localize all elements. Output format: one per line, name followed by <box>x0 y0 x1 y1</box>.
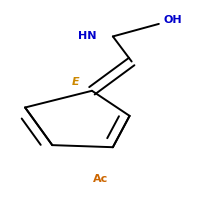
Text: Ac: Ac <box>93 174 108 184</box>
Text: OH: OH <box>163 15 182 25</box>
Text: E: E <box>71 77 79 88</box>
Text: HN: HN <box>78 31 96 41</box>
